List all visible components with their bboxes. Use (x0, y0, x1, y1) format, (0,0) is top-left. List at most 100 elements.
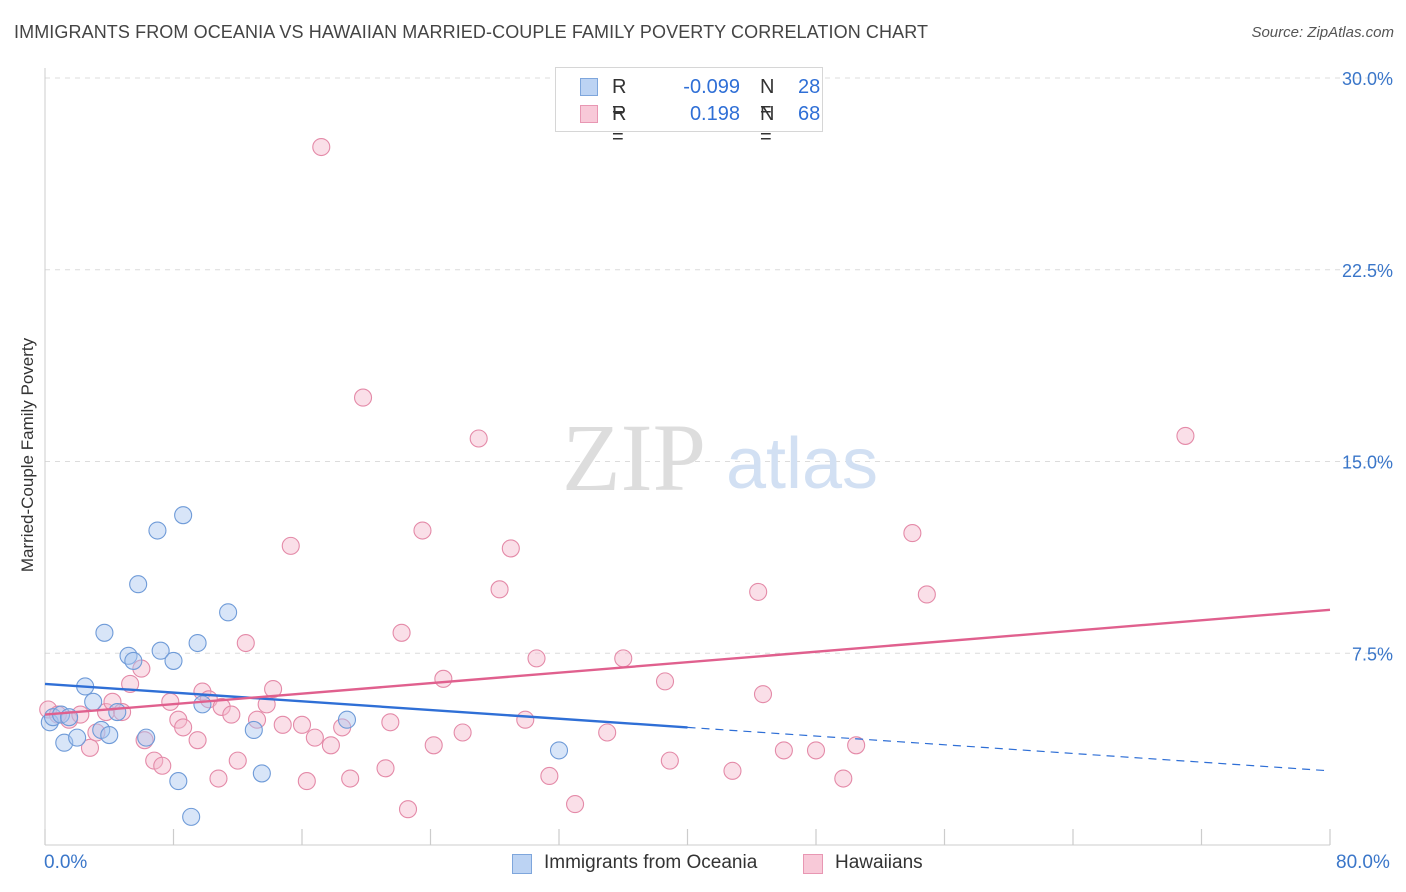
hawaiians-point (174, 718, 193, 737)
oceania-point (174, 506, 193, 525)
watermark: ZIP atlas (562, 404, 878, 511)
hawaiians-point (566, 795, 585, 814)
hawaiians-point (209, 769, 228, 788)
hawaiians-point (753, 685, 773, 704)
hawaiians-point (413, 521, 432, 540)
axes (44, 68, 1331, 846)
y-tick-labels: 7.5% 15.0% 22.5% 30.0% (1342, 69, 1393, 664)
hawaiians-point (305, 728, 324, 747)
hawaiians-point (501, 539, 520, 558)
y-tick-label: 22.5% (1342, 261, 1393, 281)
hawaiians-point (376, 759, 395, 778)
legend-n-label: N = (760, 76, 775, 121)
hawaiians-point (424, 736, 443, 755)
oceania-point (129, 575, 148, 594)
hawaiians-points (39, 137, 1195, 819)
legend-n-value: 68 (798, 103, 821, 125)
oceania-point (100, 726, 119, 745)
hawaiians-point (281, 536, 300, 555)
hawaiians-point (398, 800, 418, 819)
legend-n-value: 28 (798, 76, 821, 98)
oceania-point (252, 764, 271, 783)
x-tick-label-min: 0.0% (44, 852, 88, 873)
oceania-point (219, 603, 238, 622)
hawaiians-point (121, 674, 140, 693)
x-tick-label-max: 80.0% (1336, 852, 1390, 873)
legend-swatch-blue (580, 78, 598, 96)
hawaiians-point (297, 772, 316, 791)
hawaiians-point (321, 736, 340, 755)
y-tick-label: 15.0% (1342, 453, 1393, 473)
oceania-point (188, 633, 207, 653)
oceania-point (244, 720, 263, 740)
oceania-point (84, 692, 103, 711)
oceania-trend-extension (687, 726, 1331, 772)
legend-swatch-pink (580, 105, 598, 123)
hawaiians-trend-line (44, 608, 1331, 716)
hawaiians-point (264, 679, 283, 699)
hawaiians-point (655, 672, 675, 691)
legend-r-value: -0.099 (683, 76, 740, 98)
source-label: Source: ZipAtlas.com (1251, 24, 1394, 41)
legend-swatch-blue (512, 854, 532, 874)
hawaiians-point (222, 705, 241, 724)
oceania-point (164, 651, 183, 670)
hawaiians-point (516, 710, 535, 729)
grid (45, 77, 1392, 654)
hawaiians-point (749, 582, 768, 601)
hawaiians-point (490, 580, 509, 599)
hawaiians-point (273, 715, 292, 734)
oceania-point (549, 741, 569, 760)
hawaiians-point (212, 697, 231, 716)
trend-lines (44, 608, 1331, 772)
hawaiians-point (381, 713, 400, 732)
hawaiians-point (392, 623, 411, 642)
oceania-point (124, 651, 143, 670)
hawaiians-point (434, 669, 453, 688)
legend-label-oceania: Immigrants from Oceania (544, 852, 758, 873)
watermark-zip: ZIP (562, 404, 706, 511)
hawaiians-point (917, 585, 936, 604)
watermark-atlas: atlas (726, 424, 878, 504)
y-tick-label: 30.0% (1342, 69, 1393, 89)
oceania-point (108, 703, 127, 722)
y-axis-label: Married-Couple Family Poverty (18, 337, 37, 573)
hawaiians-point (312, 137, 331, 157)
hawaiians-point (774, 741, 793, 760)
chart-title: IMMIGRANTS FROM OCEANIA VS HAWAIIAN MARR… (14, 22, 929, 42)
hawaiians-point (292, 715, 312, 734)
hawaiians-point (834, 769, 853, 788)
legend-r-label: R = (612, 103, 627, 148)
oceania-point (337, 710, 357, 729)
oceania-point (193, 695, 212, 714)
oceania-point (182, 807, 201, 826)
hawaiians-point (723, 761, 742, 780)
hawaiians-point (1176, 426, 1195, 445)
legend-r-value: 0.198 (689, 103, 740, 125)
hawaiians-point (80, 738, 100, 757)
hawaiians-point (353, 388, 373, 407)
hawaiians-point (188, 731, 207, 750)
hawaiians-point (247, 710, 267, 729)
legend-swatch-pink (803, 854, 823, 874)
y-tick-label: 7.5% (1352, 644, 1393, 664)
hawaiians-point (453, 723, 472, 742)
hawaiians-point (847, 736, 866, 755)
oceania-point (148, 521, 167, 540)
hawaiians-point (153, 756, 172, 775)
stats-legend: R = -0.099 N = 28 R = 0.198 N = 68 (555, 67, 823, 148)
oceania-point (95, 623, 114, 642)
hawaiians-point (236, 633, 255, 653)
hawaiians-point (660, 751, 679, 770)
hawaiians-point (903, 524, 922, 543)
hawaiians-point (598, 723, 617, 742)
oceania-point (151, 641, 170, 660)
hawaiians-point (540, 766, 559, 786)
hawaiians-point (527, 649, 546, 668)
legend-r-label: R = (612, 76, 627, 121)
oceania-trend-line (44, 682, 688, 729)
oceania-point (137, 728, 156, 747)
hawaiians-point (341, 769, 360, 788)
oceania-points (40, 506, 569, 826)
